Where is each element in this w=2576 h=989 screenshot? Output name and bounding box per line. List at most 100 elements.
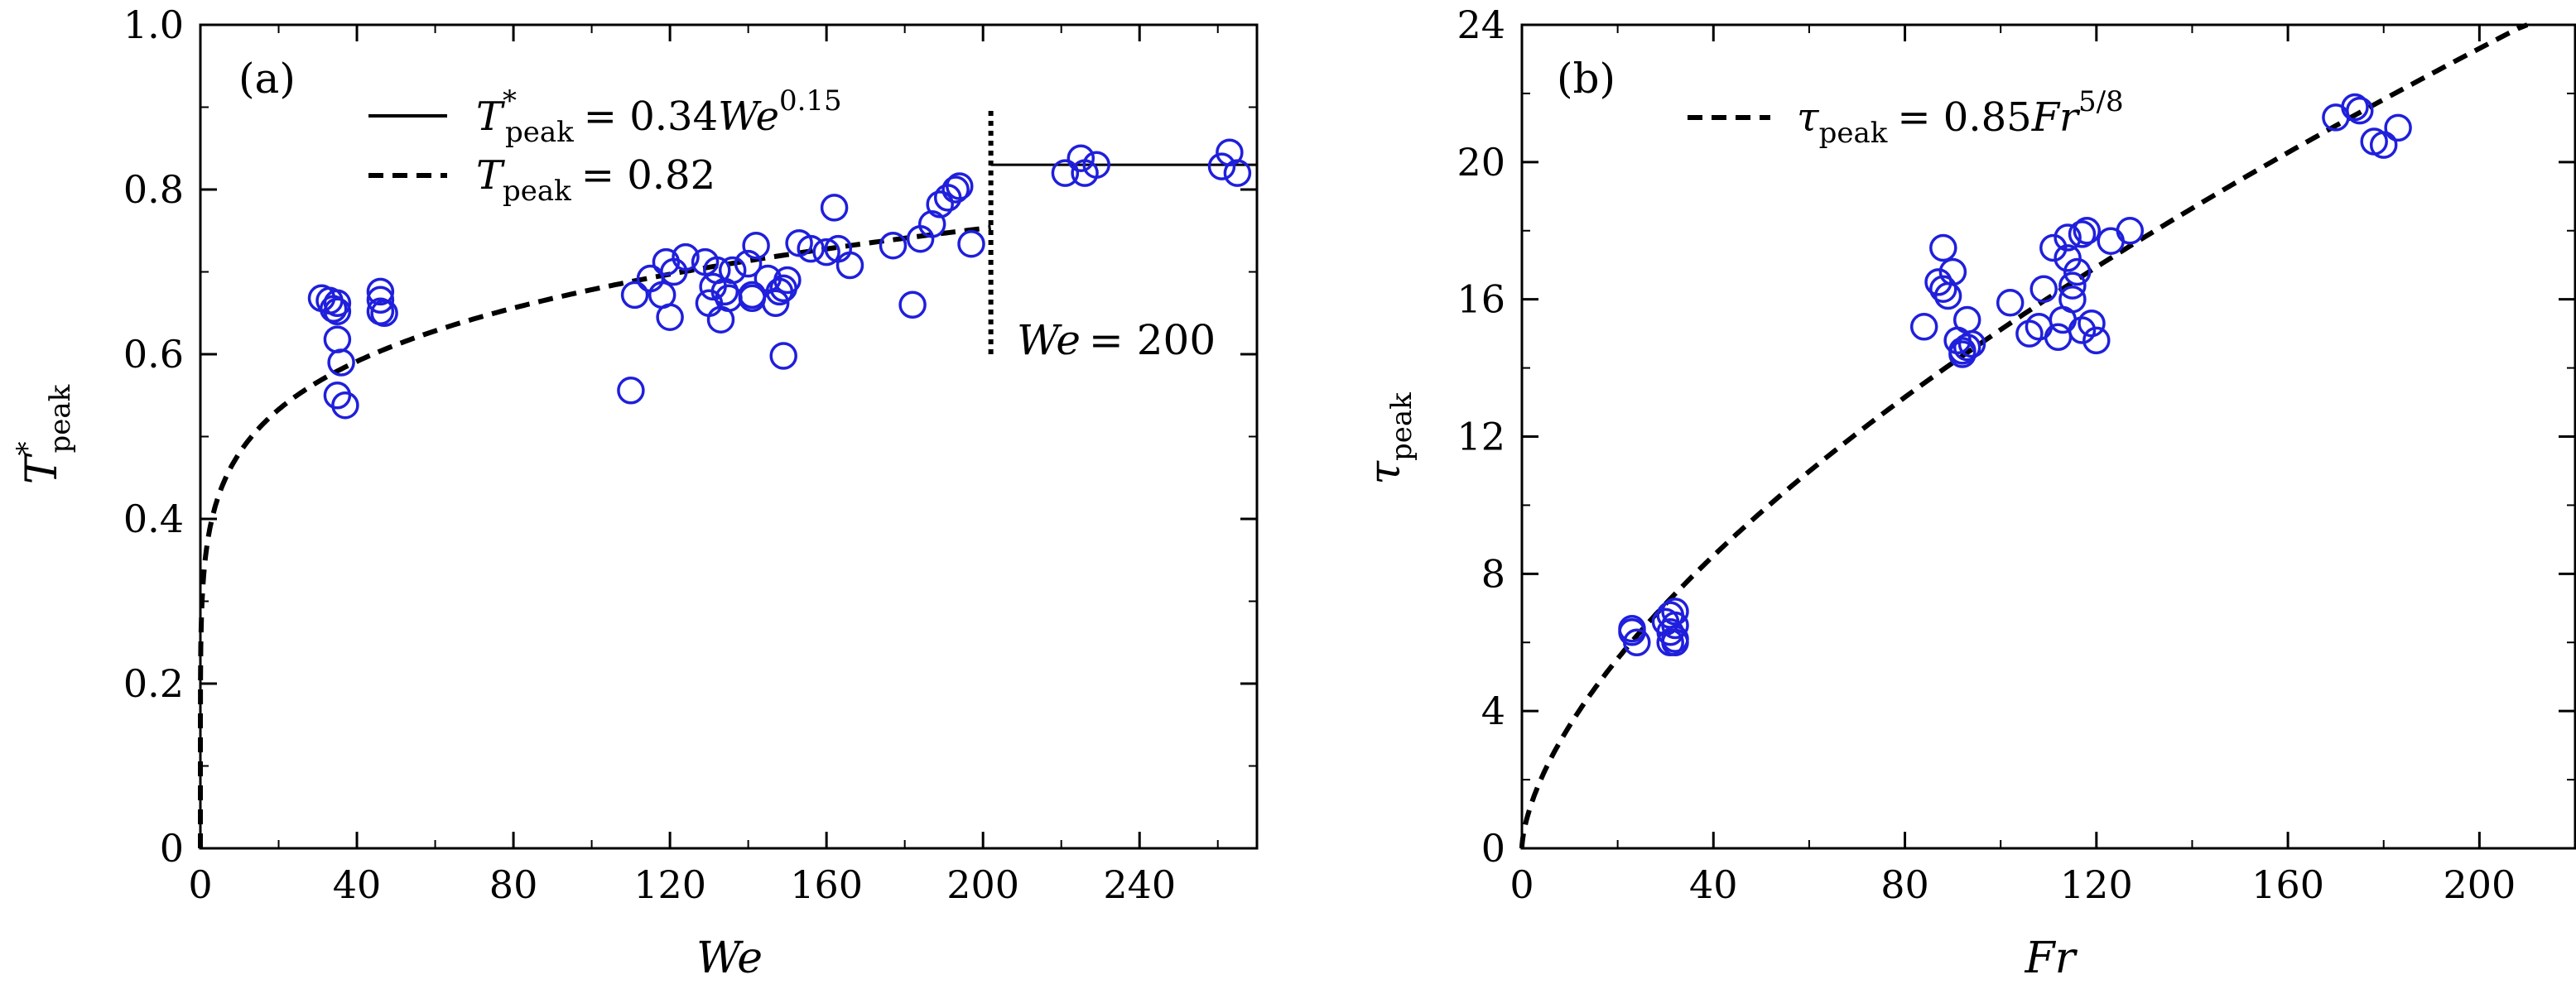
y-tick-label: 0.8: [123, 167, 184, 212]
data-point: [2044, 323, 2073, 352]
data-point: [2068, 220, 2097, 248]
data-point: [331, 391, 359, 420]
data-point: [2030, 275, 2058, 303]
y-tick-label: 0.6: [123, 332, 184, 377]
data-point: [1929, 233, 1957, 262]
data-point: [2058, 271, 2087, 300]
x-tick-label: 80: [489, 862, 538, 907]
x-tick-label: 40: [333, 862, 382, 907]
data-point: [652, 247, 681, 276]
panel-b-label: (b): [1557, 55, 1615, 103]
panel-a-legend: T* peak = 0.34We0.15 Tpeak = 0.82: [368, 84, 842, 208]
data-point: [1909, 313, 1938, 341]
data-point: [2116, 217, 2145, 245]
data-point: [617, 377, 645, 405]
data-point: [1929, 275, 1957, 303]
x-tick-label: 200: [946, 862, 1019, 907]
data-point: [1067, 144, 1095, 172]
x-tick-label: 40: [1689, 862, 1738, 907]
legend-a-entry-1: T* peak = 0.34We0.15: [476, 84, 842, 149]
y-axis-label-b: τpeak: [1360, 392, 1418, 485]
x-tick-label: 160: [790, 862, 863, 907]
x-tick-label: 80: [1880, 862, 1929, 907]
plot-frame-b: [1520, 23, 2576, 850]
data-point: [761, 289, 790, 318]
legend-a-entry-2: Tpeak = 0.82: [476, 152, 715, 208]
data-point: [1051, 159, 1080, 187]
data-point: [656, 303, 684, 331]
data-point: [2039, 233, 2068, 262]
data-point: [957, 229, 985, 258]
data-point: [1661, 628, 1689, 657]
data-point: [366, 277, 395, 306]
data-point: [319, 295, 348, 324]
y-tick-label: 0: [1481, 826, 1505, 871]
panel-b: (b) τpeak = 0.85Fr5/8 Fr τpeak 0 40 80 120 16…: [1360, 2, 2576, 983]
data-point: [2058, 285, 2087, 314]
y-tick-label: 20: [1457, 140, 1505, 185]
data-point: [620, 281, 649, 310]
data-point: [917, 210, 946, 238]
data-point: [2078, 309, 2106, 338]
y-tick-label: 8: [1481, 551, 1505, 596]
x-tick-label: 240: [1103, 862, 1176, 907]
y-tick-label: 16: [1457, 277, 1505, 322]
annotation-we-200: We = 200: [1017, 316, 1216, 364]
data-point: [1207, 152, 1236, 180]
fit-curve-a: [198, 224, 991, 848]
data-point: [2384, 113, 2412, 142]
data-point: [820, 194, 849, 222]
data-point: [1661, 598, 1689, 626]
data-point: [1996, 289, 2025, 317]
data-point: [2073, 217, 2102, 245]
legend-b-entry-1: τpeak = 0.85Fr5/8: [1797, 85, 2124, 150]
y-tick-label: 24: [1457, 2, 1505, 47]
data-point: [769, 342, 797, 370]
data-point: [2369, 131, 2398, 159]
x-tick-label: 0: [188, 862, 212, 907]
data-point: [835, 251, 864, 280]
data-point: [1938, 257, 1967, 286]
data-point: [2346, 96, 2374, 125]
y-tick-label: 1.0: [123, 2, 184, 47]
panel-b-legend: τpeak = 0.85Fr5/8: [1688, 85, 2124, 150]
data-point: [1223, 159, 1252, 187]
data-point: [718, 256, 747, 285]
data-point: [2341, 93, 2369, 122]
data-point: [1948, 340, 1977, 368]
y-axis-label-a: T*peak: [11, 384, 77, 484]
data-point: [812, 238, 840, 266]
x-tick-label: 120: [633, 862, 706, 907]
data-point: [1952, 333, 1981, 362]
data-point: [734, 249, 763, 278]
data-point: [1924, 268, 1952, 296]
data-point: [797, 234, 825, 263]
data-point: [2063, 257, 2092, 286]
data-point: [2054, 244, 2082, 272]
fit-curve-b: [1519, 22, 2529, 848]
data-point: [2082, 326, 2111, 355]
x-tick-label: 0: [1509, 862, 1534, 907]
data-point: [323, 325, 352, 353]
data-point: [926, 190, 954, 218]
data-point: [946, 172, 974, 200]
y-tick-label: 12: [1457, 415, 1505, 459]
data-point: [1661, 611, 1689, 640]
x-tick-label: 120: [2060, 862, 2133, 907]
plot-frame-a: [199, 23, 1259, 850]
y-tick-label: 0.2: [123, 661, 184, 706]
panel-a: (a) T* peak = 0.34We0.15 Tpeak = 0.82 We = 2…: [11, 2, 1259, 983]
data-point: [323, 382, 352, 410]
data-point: [1082, 151, 1110, 179]
y-tick-label: 4: [1481, 689, 1505, 733]
y-tick-label: 0: [160, 826, 184, 871]
data-point: [1952, 305, 1981, 334]
data-point: [898, 290, 927, 319]
x-axis-label-b: Fr: [2025, 934, 2078, 983]
data-point: [2054, 223, 2082, 252]
data-point: [1957, 329, 1986, 358]
data-point: [323, 289, 352, 318]
data-point: [879, 231, 908, 260]
data-point: [1623, 628, 1651, 657]
